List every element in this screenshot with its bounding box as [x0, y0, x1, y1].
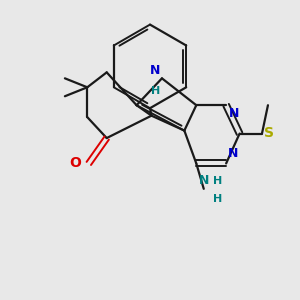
Text: N: N [150, 64, 160, 77]
Text: N: N [228, 147, 238, 160]
Text: N: N [199, 174, 209, 187]
Text: H: H [213, 176, 222, 186]
Text: H: H [213, 194, 222, 204]
Text: N: N [229, 107, 239, 120]
Text: O: O [69, 156, 81, 170]
Text: S: S [264, 126, 274, 140]
Text: H: H [151, 86, 160, 96]
